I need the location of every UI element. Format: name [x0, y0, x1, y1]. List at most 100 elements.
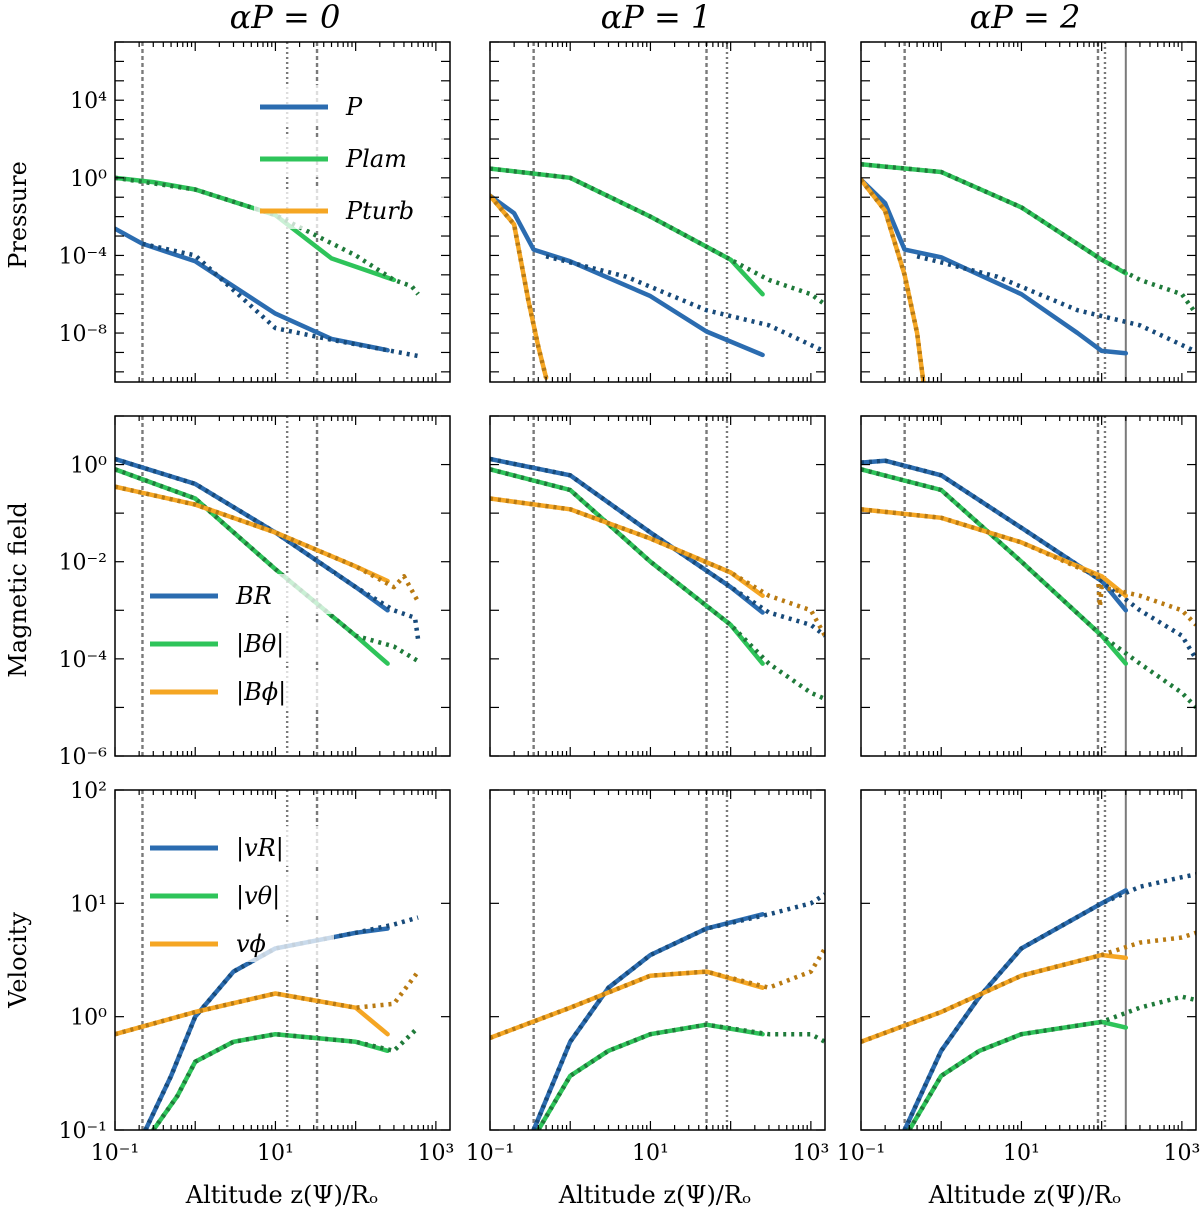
- ylabel-velocity: Velocity: [4, 912, 32, 1009]
- y-tick-label: 10⁻²: [59, 551, 107, 576]
- series-line-plam-dotted-dotted: [115, 175, 420, 296]
- plot-area: [490, 42, 825, 382]
- panel-magnetic-2: [860, 415, 1197, 757]
- legend-label-p: P: [345, 93, 363, 121]
- ticks: [860, 41, 1196, 382]
- series-line-v: [536, 1022, 765, 1130]
- panel-frame: [114, 789, 451, 1131]
- x-tick-label: 10¹: [632, 1141, 669, 1166]
- legend-magnetic: BR |Bθ| |Bϕ|: [144, 574, 334, 710]
- ticks: [114, 41, 450, 382]
- column-title-0: αP = 0: [230, 0, 341, 36]
- y-tick-label: 10⁰: [70, 454, 107, 479]
- series-line-b-dotted-dotted: [861, 467, 1196, 709]
- y-tick-label: 10⁰: [70, 1006, 107, 1031]
- y-tick-label: 10⁰: [70, 167, 107, 192]
- panel-pressure-0: 10⁴ 10⁰ 10⁻⁴ 10⁻⁸ P Plam Pturb: [59, 41, 451, 383]
- series-line-b: [861, 467, 1129, 666]
- legend-label-br: BR: [235, 582, 272, 610]
- series-line-p-dotted-dotted: [545, 254, 825, 354]
- ticks: [114, 789, 450, 1131]
- x-tick-label: 10⁻¹: [91, 1141, 139, 1166]
- ylabel-magnetic-field: Magnetic field: [4, 502, 32, 678]
- ticks: [489, 415, 825, 757]
- x-axis-labels: Altitude z(Ψ)/Rₒ Altitude z(Ψ)/Rₒ Altitu…: [185, 1181, 1121, 1209]
- series-line-br-dotted-dotted: [490, 456, 825, 638]
- plot-area: [861, 42, 1196, 382]
- panel-frame: [489, 41, 826, 383]
- series-line-vr-dotted-dotted: [531, 892, 825, 1130]
- series-line-b: [861, 507, 1129, 598]
- series-line-v-dotted-dotted: [861, 930, 1196, 1044]
- plot-area: [861, 790, 1196, 1130]
- x-tick-label: 10³: [792, 1141, 829, 1166]
- legend-label-vr: |vR|: [236, 834, 284, 863]
- panel-velocity-0: 10² 10¹ 10⁰ 10⁻¹10⁻¹ 10¹ 10³ |vR| |vθ| vϕ: [59, 779, 455, 1166]
- series-line-p-dotted-dotted: [142, 241, 419, 359]
- legend-label-pturb: Pturb: [345, 197, 414, 225]
- series-line-br-dotted-dotted: [861, 458, 1196, 661]
- series-line-br-dotted-dotted: [115, 456, 421, 640]
- series-line-pturb: [861, 177, 926, 382]
- x-tick-label: 10¹: [257, 1141, 294, 1166]
- panel-frame: [860, 415, 1197, 757]
- series-line-vr-dotted-dotted: [902, 872, 1196, 1130]
- legend-label-plam: Plam: [345, 145, 407, 173]
- panel-pressure-2: [860, 41, 1197, 383]
- y-tick-label: 10⁻⁸: [59, 322, 108, 347]
- panels: 10⁴ 10⁰ 10⁻⁴ 10⁻⁸ P Plam Pturb 10⁰ 10⁻² 10⁻⁴ 10⁻⁶ B…: [59, 41, 1200, 1166]
- series-line-p: [861, 177, 1129, 356]
- x-tick-label: 10⁻¹: [837, 1141, 885, 1166]
- ticks: [860, 789, 1196, 1131]
- series-line-v-dotted-dotted: [115, 970, 420, 1037]
- series-line-vr-dotted-dotted: [143, 915, 419, 1130]
- series-line-plam-dotted-dotted: [490, 166, 825, 307]
- panel-frame: [860, 789, 1197, 1131]
- panel-pressure-1: [489, 41, 826, 383]
- series-line-b: [490, 467, 765, 666]
- panel-magnetic-1: [489, 415, 826, 757]
- ticks: [860, 415, 1196, 757]
- legend-label-b: |Bϕ|: [236, 678, 286, 707]
- panel-velocity-2: 10⁻¹ 10¹ 10³: [837, 789, 1200, 1166]
- plot-area: [115, 416, 421, 756]
- x-tick-label: 10⁻¹: [466, 1141, 514, 1166]
- series-line-p: [115, 226, 390, 353]
- column-title-2: αP = 2: [970, 0, 1081, 36]
- series-line-v: [115, 991, 390, 1037]
- ylabel-pressure: Pressure: [4, 161, 32, 269]
- series-line-b: [115, 484, 390, 584]
- series-line-v-dotted-dotted: [490, 947, 825, 1041]
- y-tick-label: 10⁴: [70, 89, 107, 114]
- row-labels: Pressure Magnetic field Velocity: [4, 161, 32, 1009]
- panel-velocity-1: 10⁻¹ 10¹ 10³: [466, 789, 829, 1166]
- y-tick-label: 10⁻¹: [59, 1119, 107, 1144]
- legend-label-v: vϕ: [236, 930, 266, 958]
- xlabel-col-1: Altitude z(Ψ)/Rₒ: [558, 1181, 751, 1209]
- panel-frame: [489, 415, 826, 757]
- series-line-pturb-dotted-dotted: [861, 178, 926, 382]
- series-line-v: [907, 1019, 1129, 1130]
- legend-label-b: |Bθ|: [236, 630, 284, 659]
- ticks: [489, 789, 825, 1131]
- legend-pressure: P Plam Pturb: [254, 85, 444, 229]
- plot-area: [861, 416, 1196, 756]
- y-tick-label: 10⁻⁶: [59, 745, 108, 770]
- xlabel-col-0: Altitude z(Ψ)/Rₒ: [185, 1181, 378, 1209]
- y-tick-label: 10⁻⁴: [59, 244, 108, 269]
- series-line-v-dotted-dotted: [907, 994, 1196, 1130]
- y-tick-label: 10²: [70, 779, 107, 804]
- x-tick-label: 10³: [1163, 1141, 1200, 1166]
- y-tick-label: 10⁻⁴: [59, 648, 108, 673]
- series-line-pturb-dotted-dotted: [490, 194, 549, 379]
- panel-frame: [114, 415, 451, 757]
- x-tick-label: 10¹: [1003, 1141, 1040, 1166]
- x-tick-label: 10³: [417, 1141, 454, 1166]
- series-line-p-dotted-dotted: [916, 254, 1196, 354]
- column-titles: αP = 0 αP = 1 αP = 2: [230, 0, 1081, 36]
- ticks: [114, 415, 450, 757]
- ticks: [489, 41, 825, 382]
- series-line-v: [151, 1031, 390, 1130]
- plot-area: [490, 416, 825, 756]
